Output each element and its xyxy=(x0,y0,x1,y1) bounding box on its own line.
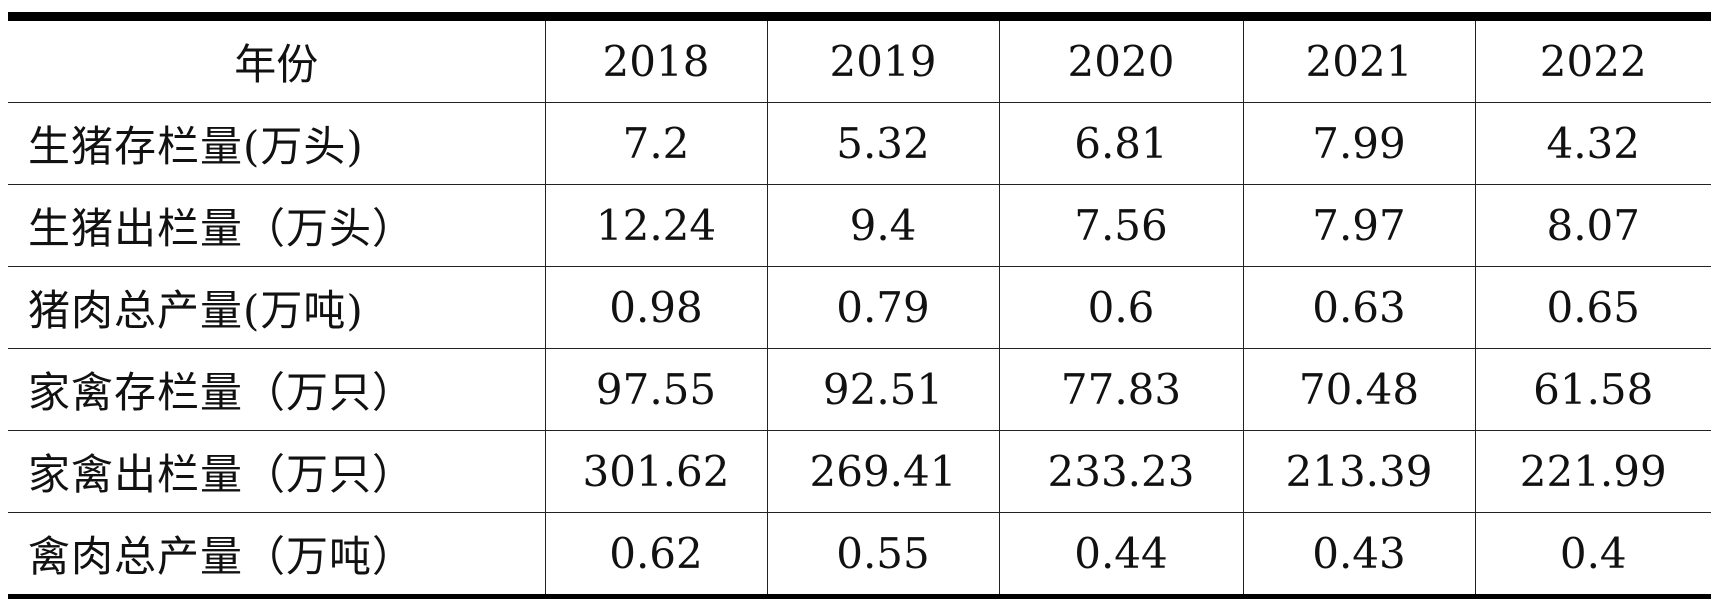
header-cell-year: 2018 xyxy=(544,16,767,103)
header-cell-year: 2021 xyxy=(1242,16,1475,103)
table-cell: 7.56 xyxy=(998,184,1243,267)
row-label: 家禽存栏量（万只） xyxy=(8,348,545,431)
table-row: 禽肉总产量（万吨） 0.62 0.55 0.44 0.43 0.4 xyxy=(8,512,1711,597)
table-cell: 0.98 xyxy=(544,266,767,349)
table-cell: 0.55 xyxy=(766,512,999,597)
table-cell: 70.48 xyxy=(1242,348,1475,431)
table-cell: 233.23 xyxy=(998,430,1243,513)
row-label: 生猪出栏量（万头） xyxy=(8,184,545,267)
table-row: 家禽出栏量（万只） 301.62 269.41 233.23 213.39 22… xyxy=(8,430,1711,513)
row-label: 家禽出栏量（万只） xyxy=(8,430,545,513)
row-label: 禽肉总产量（万吨） xyxy=(28,532,416,581)
header-cell-year: 2020 xyxy=(998,16,1243,103)
table-cell: 0.79 xyxy=(766,266,999,349)
table-cell: 0.4 xyxy=(1474,512,1711,597)
table-cell: 5.32 xyxy=(766,102,999,185)
livestock-statistics-table: 年份 2018 2019 2020 2021 2022 生猪存栏量(万头) 7.… xyxy=(8,12,1711,599)
table-cell: 0.63 xyxy=(1242,266,1475,349)
table-cell: 61.58 xyxy=(1474,348,1711,431)
table-cell: 301.62 xyxy=(544,430,767,513)
table-cell: 7.97 xyxy=(1242,184,1475,267)
table-cell: 77.83 xyxy=(998,348,1243,431)
table-row: 生猪出栏量（万头） 12.24 9.4 7.56 7.97 8.07 xyxy=(8,184,1711,267)
table-cell: 12.24 xyxy=(544,184,767,267)
table-cell: 7.2 xyxy=(544,102,767,185)
table-cell: 97.55 xyxy=(544,348,767,431)
table-cell: 0.6 xyxy=(998,266,1243,349)
table-cell: 9.4 xyxy=(766,184,999,267)
table-cell: 7.99 xyxy=(1242,102,1475,185)
table-cell: 92.51 xyxy=(766,348,999,431)
table-cell: 0.65 xyxy=(1474,266,1711,349)
table-cell: 8.07 xyxy=(1474,184,1711,267)
table-cell: 269.41 xyxy=(766,430,999,513)
row-label: 猪肉总产量(万吨) xyxy=(8,266,545,349)
table-cell: 4.32 xyxy=(1474,102,1711,185)
table-row: 生猪存栏量(万头) 7.2 5.32 6.81 7.99 4.32 xyxy=(8,102,1711,185)
table-cell: 0.43 xyxy=(1242,512,1475,597)
table-cell: 221.99 xyxy=(1474,430,1711,513)
row-label: 生猪存栏量(万头) xyxy=(8,102,545,185)
table-row: 猪肉总产量(万吨) 0.98 0.79 0.6 0.63 0.65 xyxy=(8,266,1711,349)
table-cell: 0.44 xyxy=(998,512,1243,597)
header-cell-year: 2022 xyxy=(1474,16,1711,103)
header-cell-year-label: 年份 xyxy=(8,16,545,103)
data-table-container: 年份 2018 2019 2020 2021 2022 生猪存栏量(万头) 7.… xyxy=(8,12,1711,599)
table-header-row: 年份 2018 2019 2020 2021 2022 xyxy=(8,16,1711,103)
header-cell-year: 2019 xyxy=(766,16,999,103)
table-cell: 6.81 xyxy=(998,102,1243,185)
table-cell: 0.62 xyxy=(544,512,767,597)
table-cell: 213.39 xyxy=(1242,430,1475,513)
table-row: 家禽存栏量（万只） 97.55 92.51 77.83 70.48 61.58 xyxy=(8,348,1711,431)
